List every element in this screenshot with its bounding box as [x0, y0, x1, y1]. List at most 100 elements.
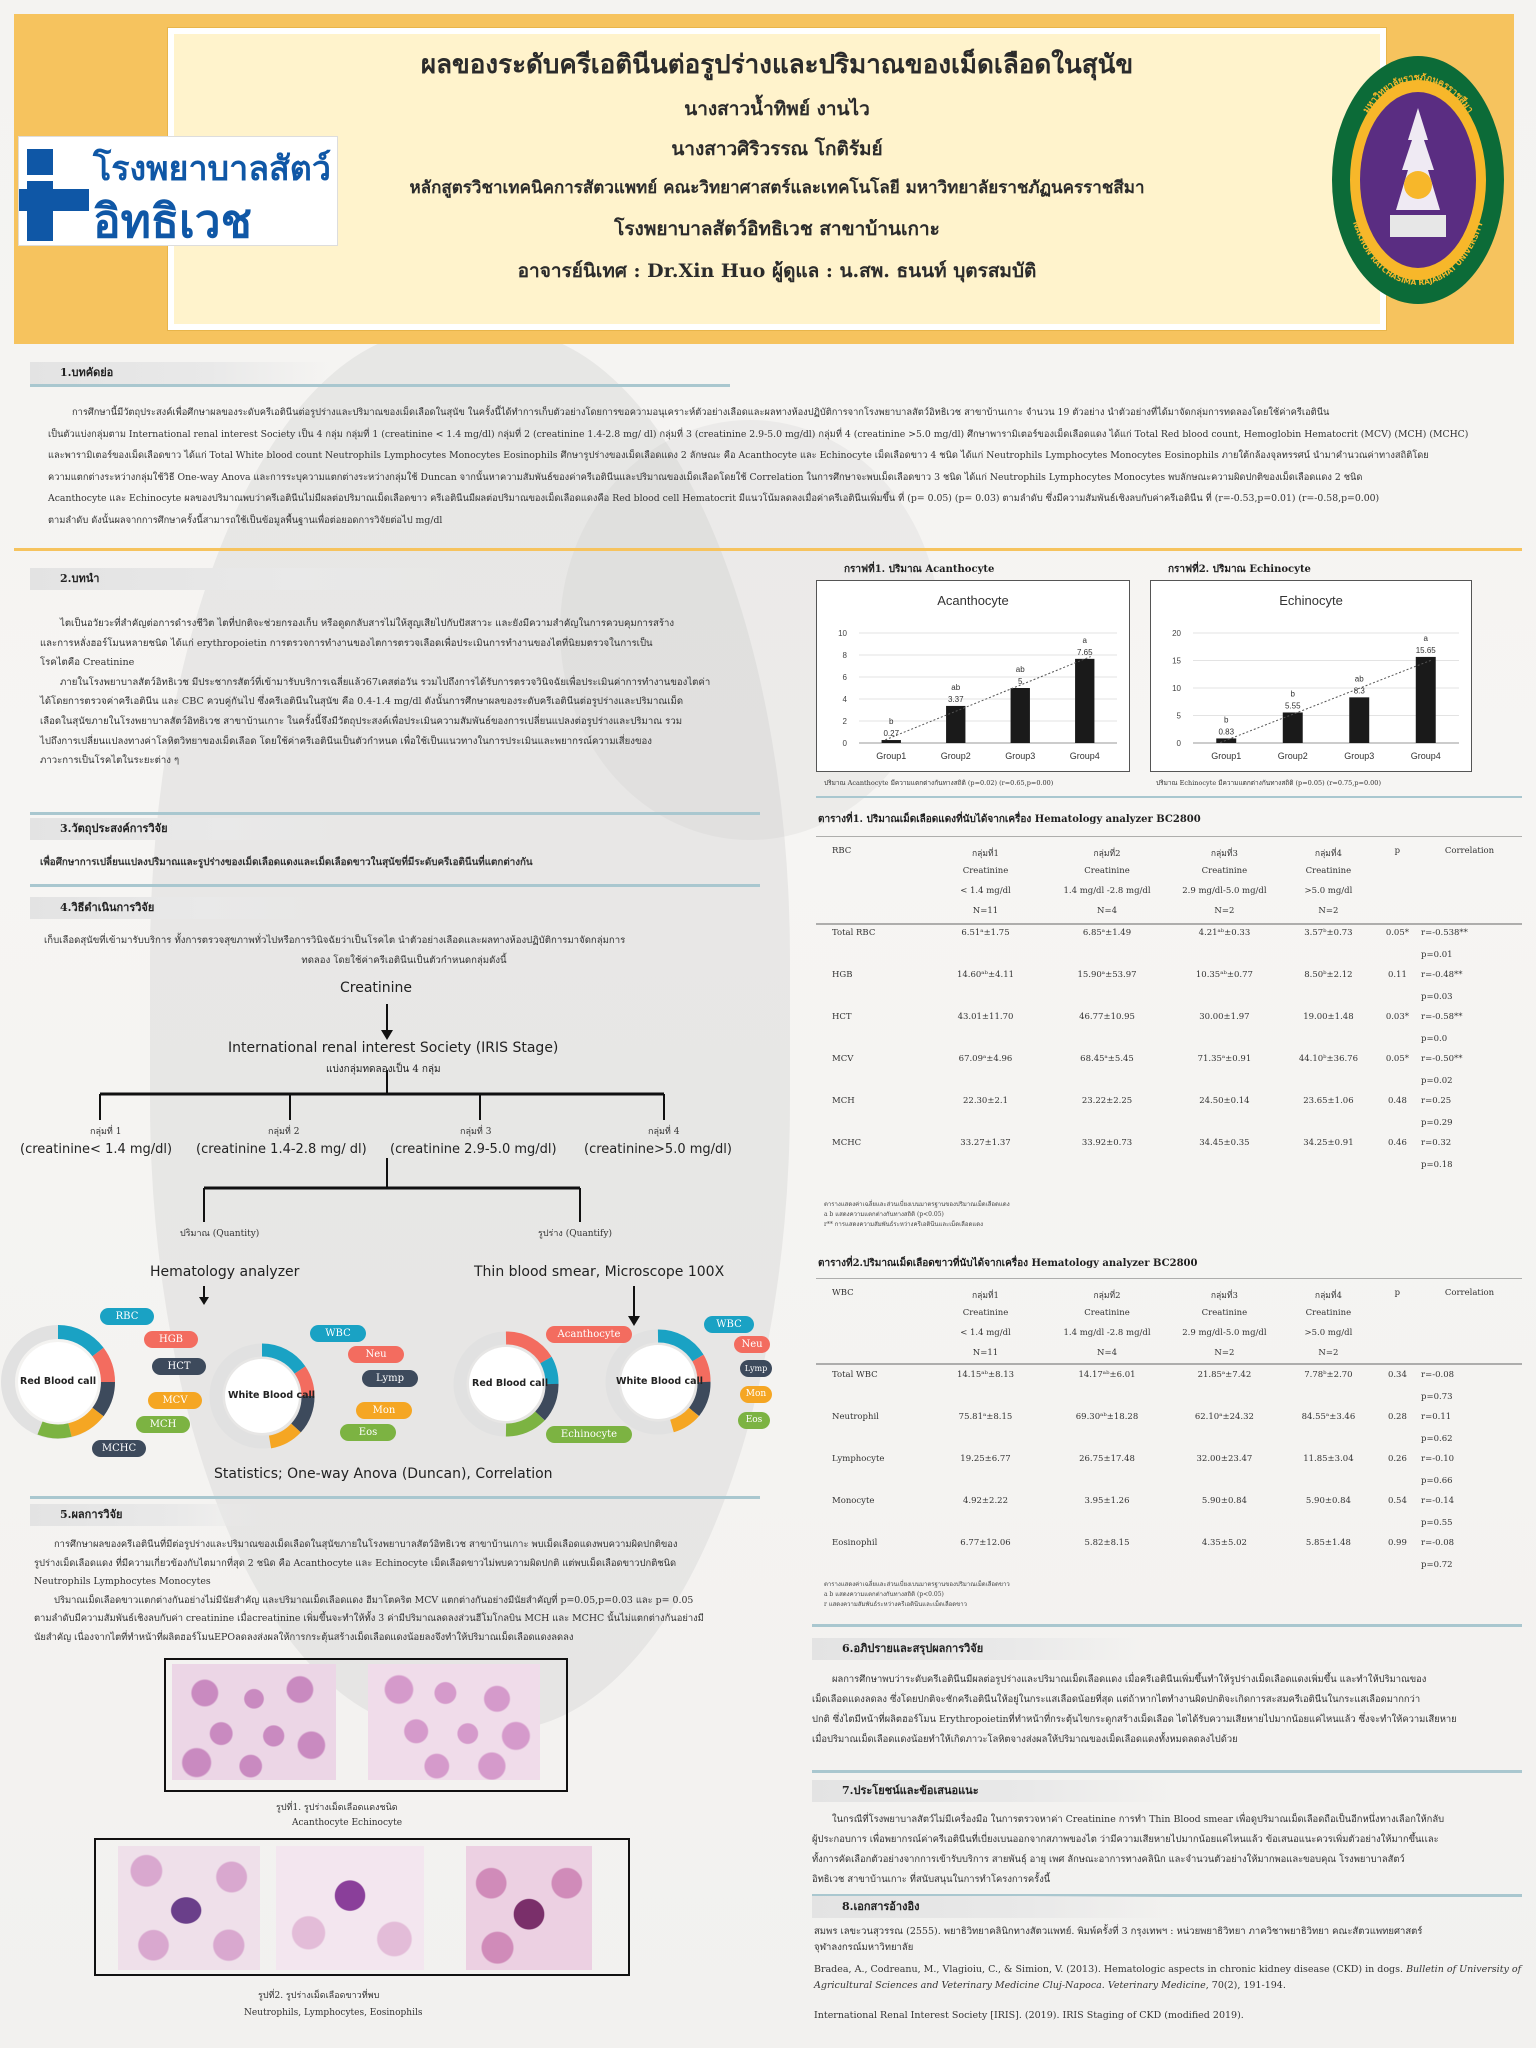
statistics-label: Statistics; One-way Anova (Duncan), Corr…: [214, 1466, 553, 1482]
table-row: Monocyte 4.92±2.22 3.95±1.26 5.90±0.84 5.90±…: [830, 1496, 1520, 1518]
group-1-range: (creatinine< 1.4 mg/dl): [20, 1142, 173, 1157]
table-cell: 3.95±1.26: [1084, 1496, 1130, 1506]
table-2-group-range: < 1.4 mg/dl: [960, 1328, 1011, 1338]
bar-significance-letter: a: [1424, 634, 1429, 643]
method-line-1: เก็บเลือดสุนัขที่เข้ามารับบริการ ทั้งการ…: [44, 935, 626, 946]
table-2-note: a b แสดงความแตกต่างกันทางสถิติ (p<0.05): [824, 1591, 944, 1598]
table-cell: p=0.29: [1421, 1118, 1453, 1128]
rbc-shape-donut-center: Red Blood call: [472, 1378, 549, 1389]
table-cell: 10.35ᵃᵇ±0.77: [1195, 970, 1253, 980]
table-1-group-label: Creatinine: [1201, 866, 1248, 876]
reference-1-line-1: สมพร เลขะวนสุวรรณ (2555). พยาธิวิทยาคลิน…: [814, 1926, 1423, 1937]
table-row-sub: p=0.18: [830, 1160, 1520, 1180]
table-row: MCHC 33.27±1.37 33.92±0.73 34.45±0.35 34.25±…: [830, 1138, 1520, 1160]
table-cell: 11.85±3.04: [1303, 1454, 1354, 1464]
hospital-logo: โรงพยาบาลสัตว์ อิทธิเวช: [18, 136, 338, 248]
intro-line: โรคไตคือ Creatinine: [40, 657, 135, 669]
intro-line: ไปถึงการเปลี่ยนแปลงทางค่าโลหิตวิทยาของเม…: [40, 735, 652, 747]
intro-line: ได้โดยการตรวจค่าครีเอตินีน และ CBC ควบคู…: [40, 696, 684, 708]
table-cell: 8.50ᵇ±2.12: [1304, 970, 1353, 980]
table-cell: 0.11: [1387, 970, 1407, 980]
discussion-line: ปกติ ซึ่งไตมีหน้าที่ผลิตฮอร์โมน Erythrop…: [812, 1714, 1457, 1725]
table-cell: p=0.18: [1421, 1160, 1453, 1170]
results-heading: 5.ผลการวิจัย: [30, 1504, 270, 1526]
bar-significance-letter: b: [889, 717, 894, 726]
intro-text: ไตเป็นอวัยวะที่สำคัญต่อการดำรงชีวิต ไตที…: [40, 614, 752, 771]
bar-value-label: 7.65: [1077, 648, 1093, 657]
table-cell: r=-0.58**: [1421, 1012, 1463, 1022]
table-cell: 0.48: [1387, 1096, 1407, 1106]
tag-lymp-2: Lymp: [740, 1360, 772, 1377]
table-cell: 14.15ᵃᵇ±8.13: [956, 1370, 1015, 1380]
table-cell: MCHC: [832, 1138, 862, 1148]
table-cell: p=0.66: [1421, 1476, 1453, 1486]
poster-title: ผลของระดับครีเอตินีนต่อรูปร่างและปริมาณข…: [420, 50, 1134, 80]
table-cell: 75.81ᵃ±8.15: [958, 1412, 1013, 1422]
y-tick-label: 5: [1177, 712, 1182, 721]
table-cell: MCV: [832, 1054, 854, 1064]
trendline: [1220, 659, 1432, 744]
table-row: Total RBC 6.51ᵃ±1.75 6.85ᵃ±1.49 4.21ᵃᵇ±0.33…: [830, 928, 1520, 950]
bar-value-label: 3.37: [948, 695, 964, 704]
table-row-sub: p=0.03: [830, 992, 1520, 1012]
table-2-group-n: N=2: [1318, 1348, 1339, 1358]
hematology-analyzer-label: Hematology analyzer: [150, 1264, 300, 1280]
intro-heading: 2.บทนำ: [30, 568, 470, 590]
x-tick-label: Group1: [876, 751, 906, 761]
reference-2-journal: Bulletin of University of: [1406, 1964, 1522, 1975]
table-cell: 19.25±6.77: [960, 1454, 1011, 1464]
table-cell: r=-0.10: [1421, 1454, 1455, 1464]
table-1-group-4: กลุ่มที่4: [1314, 849, 1342, 859]
table-row-sub: p=0.29: [830, 1118, 1520, 1138]
table-2-corr-header: Correlation: [1444, 1288, 1495, 1298]
table-1-group-n: N=4: [1097, 906, 1117, 916]
table-cell: 71.35ᵃ±0.91: [1197, 1054, 1252, 1064]
results-line: ปริมาณเม็ดเลือดขาวแตกต่างกันอย่างไม่มีนั…: [54, 1594, 694, 1606]
abstract-text: การศึกษานี้มีวัตถุประสงค์เพื่อศึกษาผลของ…: [48, 402, 1498, 531]
table-row: Lymphocyte 19.25±6.77 26.75±17.48 32.00±23.…: [830, 1454, 1520, 1476]
table-2-group-label: Creatinine: [1084, 1308, 1130, 1318]
bar-value-label: 15.65: [1416, 646, 1437, 655]
benefit-line: ทั้งการคัดเลือกตัวอย่างจากการเข้ารับบริก…: [812, 1854, 1405, 1865]
tag-mcv: MCV: [148, 1392, 202, 1409]
group-2-name: กลุ่มที่ 2: [268, 1127, 300, 1137]
chart-title: Acanthocyte: [937, 593, 1009, 608]
table-1-group-3: กลุ่มที่3: [1210, 849, 1238, 859]
table-1-p-header: p: [1394, 846, 1401, 856]
table-1-group-n: N=2: [1214, 906, 1235, 916]
figure-1-frame: [164, 1658, 568, 1792]
method-heading: 4.วิธีดำเนินการวิจัย: [30, 897, 320, 919]
author-1: นางสาวน้ำทิพย์ งานไว: [684, 98, 870, 120]
table-row-sub: p=0.73: [830, 1392, 1520, 1412]
table-cell: p=0.73: [1421, 1392, 1453, 1402]
table-cell: 6.77±12.06: [960, 1538, 1011, 1548]
x-tick-label: Group4: [1411, 751, 1441, 761]
discussion-line: เม็ดเลือดแดงลดลง ซึ่งโดยปกติจะชักครีเอติ…: [812, 1694, 1421, 1705]
table-cell: 7.78ᵇ±2.70: [1304, 1370, 1353, 1380]
table-cell: r=0.25: [1421, 1096, 1452, 1106]
table-cell: p=0.72: [1421, 1560, 1453, 1570]
reference-2-text: Bradea, A., Codreanu, M., Vlagioiu, C., …: [814, 1964, 1407, 1975]
table-row: HGB 14.60ᵃᵇ±4.11 15.90ᵃ±53.97 10.35ᵃᵇ±0.77 8…: [830, 970, 1520, 992]
table-cell: 84.55ᵃ±3.46: [1301, 1412, 1356, 1422]
program: หลักสูตรวิชาเทคนิคการสัตวแพทย์ คณะวิทยาศ…: [409, 178, 1145, 198]
table-cell: 14.17ᵃᵇ±6.01: [1078, 1370, 1136, 1380]
hospital-cross-icon: [19, 149, 89, 241]
intro-line: ภายในโรงพยาบาลสัตว์อิทธิเวช มีประชากรสัต…: [60, 676, 711, 688]
y-tick-label: 8: [843, 651, 848, 660]
table-row-sub: p=0.62: [830, 1434, 1520, 1454]
intro-line: ภาวะการเป็นโรคไตในระยะต่าง ๆ: [40, 755, 180, 767]
parameter-donuts: [1, 1325, 711, 1449]
table-1-group-n: N=2: [1318, 906, 1339, 916]
reference-2-volume: , 70(2), 191-194.: [1205, 1980, 1286, 1991]
table-2-p-header: p: [1394, 1288, 1401, 1298]
figure-2-subcaption: Neutrophils, Lymphocytes, Eosinophils: [244, 2008, 423, 2018]
reference-2-journal-cont: Agricultural Sciences and Veterinary Med…: [814, 1980, 1206, 1991]
table-1-note: a b แสดงความแตกต่างกันทางสถิติ (p<0.05): [824, 1211, 944, 1218]
table-row-sub: p=0.02: [830, 1076, 1520, 1096]
table-cell: 26.75±17.48: [1079, 1454, 1135, 1464]
trendline: [885, 656, 1091, 741]
group-4-range: (creatinine>5.0 mg/dl): [584, 1142, 732, 1157]
chart-2-frame: Echinocyte 0 5 10 15 20 0.83 b Group1 5.55 b Group2…: [1150, 580, 1472, 772]
x-tick-label: Group3: [1005, 751, 1035, 761]
